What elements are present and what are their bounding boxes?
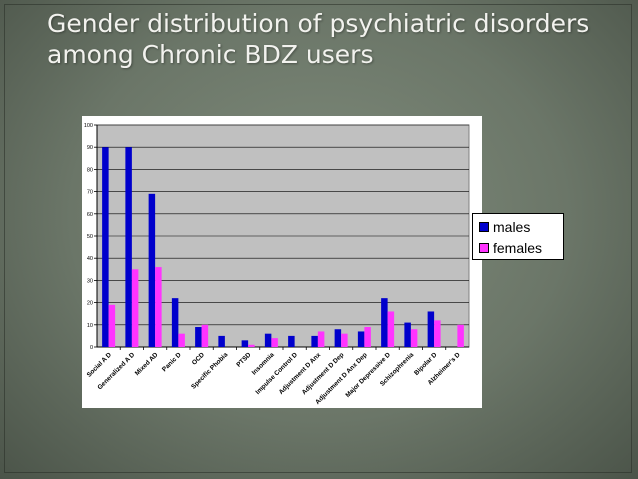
bar-females xyxy=(387,311,395,347)
legend-swatch-females xyxy=(479,243,489,253)
y-tick-label: 10 xyxy=(87,323,93,329)
bar-females xyxy=(201,324,209,347)
bar-males xyxy=(171,298,179,347)
bar-females xyxy=(457,324,464,347)
bar-females xyxy=(131,269,139,347)
bar-males xyxy=(357,331,365,347)
y-tick-label: 40 xyxy=(87,256,93,262)
y-tick-label: 20 xyxy=(87,301,93,307)
bar-males xyxy=(125,147,132,347)
bar-males xyxy=(218,335,225,347)
y-tick-label: 30 xyxy=(87,278,93,284)
legend-label-males: males xyxy=(493,219,531,235)
bar-females xyxy=(341,333,348,347)
bar-males xyxy=(264,333,272,347)
legend-item-females: females xyxy=(479,238,542,258)
bar-females xyxy=(155,267,162,347)
bar-males xyxy=(195,327,202,347)
bar-females xyxy=(271,338,278,347)
y-tick-label: 100 xyxy=(84,123,93,129)
y-tick-label: 80 xyxy=(87,167,93,173)
bar-females xyxy=(410,329,418,347)
bar-males xyxy=(381,298,388,347)
bar-males xyxy=(311,335,318,347)
bar-males xyxy=(427,311,435,347)
slide-frame xyxy=(4,4,632,473)
slide-title: Gender distribution of psychiatric disor… xyxy=(47,8,627,70)
bar-males xyxy=(288,335,295,347)
bar-females xyxy=(248,344,255,347)
bar-females xyxy=(317,331,325,347)
bar-females xyxy=(108,304,116,347)
y-tick-label: 70 xyxy=(87,190,93,196)
legend-swatch-males xyxy=(479,222,489,232)
chart-legend: males females xyxy=(472,213,564,260)
legend-item-males: males xyxy=(479,217,530,237)
bar-females xyxy=(178,333,185,347)
bar-males xyxy=(241,340,249,347)
y-tick-label: 50 xyxy=(87,234,93,240)
bar-males xyxy=(404,322,411,347)
bar-males xyxy=(334,329,342,347)
bar-females xyxy=(364,327,371,347)
y-tick-label: 0 xyxy=(90,345,93,351)
bar-males xyxy=(102,147,109,347)
y-tick-label: 60 xyxy=(87,212,93,218)
bar-females xyxy=(434,320,441,347)
slide-title-line-2: among Chronic BDZ users xyxy=(47,40,374,69)
slide-title-line-1: Gender distribution of psychiatric disor… xyxy=(47,9,590,38)
bar-males xyxy=(148,193,156,347)
legend-label-females: females xyxy=(493,240,543,256)
y-tick-label: 90 xyxy=(87,145,93,151)
